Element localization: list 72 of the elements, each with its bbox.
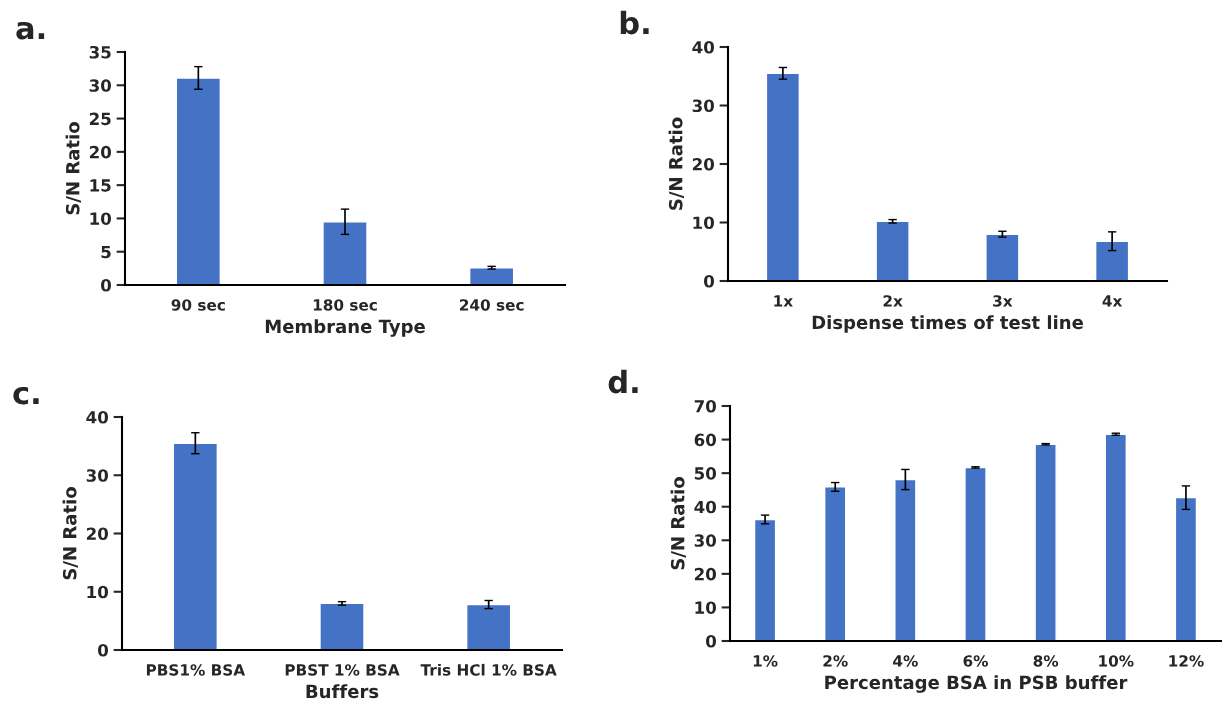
- y-tick-label: 50: [694, 467, 717, 480]
- x-tick-label: 6%: [963, 655, 988, 667]
- x-tick-label: 240 sec: [460, 299, 524, 311]
- x-tick-label: 90 sec: [171, 299, 225, 311]
- y-axis-title: S/N Ratio: [668, 117, 684, 210]
- y-tick-label: 10: [90, 212, 112, 225]
- y-tick-label: 0: [706, 634, 717, 648]
- bar: [1104, 433, 1128, 641]
- y-tick-label: 0: [101, 278, 112, 292]
- bar: [1034, 443, 1057, 641]
- bar: [1174, 496, 1198, 641]
- x-axis-title: Membrane Type: [265, 319, 425, 337]
- x-tick-label: 180 sec: [313, 299, 377, 311]
- y-tick-label: 20: [694, 567, 717, 581]
- y-tick-label: 30: [86, 469, 109, 482]
- y-tick-label: 20: [89, 145, 112, 159]
- x-axis-title: Dispense times of test line: [812, 315, 1083, 333]
- y-tick-label: 30: [692, 99, 715, 113]
- bar: [175, 77, 222, 285]
- y-axis-title: S/N Ratio: [62, 487, 78, 580]
- x-tick-label: 8%: [1033, 655, 1059, 667]
- bar: [1094, 240, 1130, 281]
- y-axis-title: S/N Ratio: [670, 477, 686, 570]
- bar: [894, 478, 917, 641]
- y-axis-title: S/N Ratio: [65, 122, 81, 215]
- y-tick-label: 30: [694, 534, 717, 547]
- y-tick-label: 25: [89, 112, 111, 126]
- y-tick-label: 10: [87, 585, 109, 599]
- bar: [465, 603, 512, 650]
- y-tick-label: 10: [695, 601, 717, 614]
- x-tick-label: 3x: [993, 295, 1013, 307]
- y-tick-label: 60: [694, 433, 717, 447]
- chart-title: b.: [620, 10, 649, 35]
- y-tick-label: 40: [694, 500, 717, 514]
- bar: [875, 220, 910, 281]
- y-tick-label: 70: [694, 399, 717, 413]
- x-tick-label: 1x: [774, 295, 793, 307]
- bar: [468, 266, 515, 285]
- x-tick-label: 10%: [1099, 655, 1134, 667]
- x-tick-label: PBST 1% BSA: [285, 664, 400, 676]
- x-tick-label: 2%: [823, 655, 848, 667]
- y-tick-label: 30: [89, 79, 112, 92]
- y-tick-label: 40: [692, 40, 715, 54]
- x-tick-label: 2x: [883, 295, 903, 307]
- y-tick-label: 20: [692, 157, 715, 171]
- bar: [319, 602, 365, 650]
- y-tick-label: 15: [90, 179, 111, 192]
- bar: [765, 72, 801, 281]
- y-tick-label: 20: [86, 527, 109, 541]
- y-tick-label: 5: [101, 245, 111, 259]
- y-tick-label: 35: [89, 45, 111, 59]
- x-tick-label: PBS1% BSA: [146, 664, 246, 676]
- x-tick-label: 1%: [753, 655, 778, 667]
- y-tick-label: 40: [86, 410, 109, 424]
- bar: [985, 233, 1020, 281]
- x-tick-label: 12%: [1169, 655, 1204, 667]
- bar: [964, 466, 987, 641]
- x-tick-label: 4x: [1102, 295, 1123, 307]
- y-tick-label: 0: [704, 274, 715, 288]
- chart-title: d.: [608, 369, 638, 394]
- chart-title: c.: [13, 386, 39, 405]
- x-axis-title: Buffers: [306, 684, 379, 699]
- x-tick-label: 4%: [893, 655, 918, 667]
- chart-title: a.: [16, 21, 45, 40]
- x-axis-title: Percentage BSA in PSB buffer: [825, 675, 1128, 693]
- y-tick-label: 0: [98, 643, 109, 657]
- x-tick-label: Tris HCl 1% BSA: [420, 663, 557, 676]
- bar: [823, 486, 847, 641]
- bar: [322, 221, 368, 285]
- y-tick-label: 10: [693, 216, 715, 230]
- bar: [172, 442, 219, 650]
- bar: [753, 518, 777, 641]
